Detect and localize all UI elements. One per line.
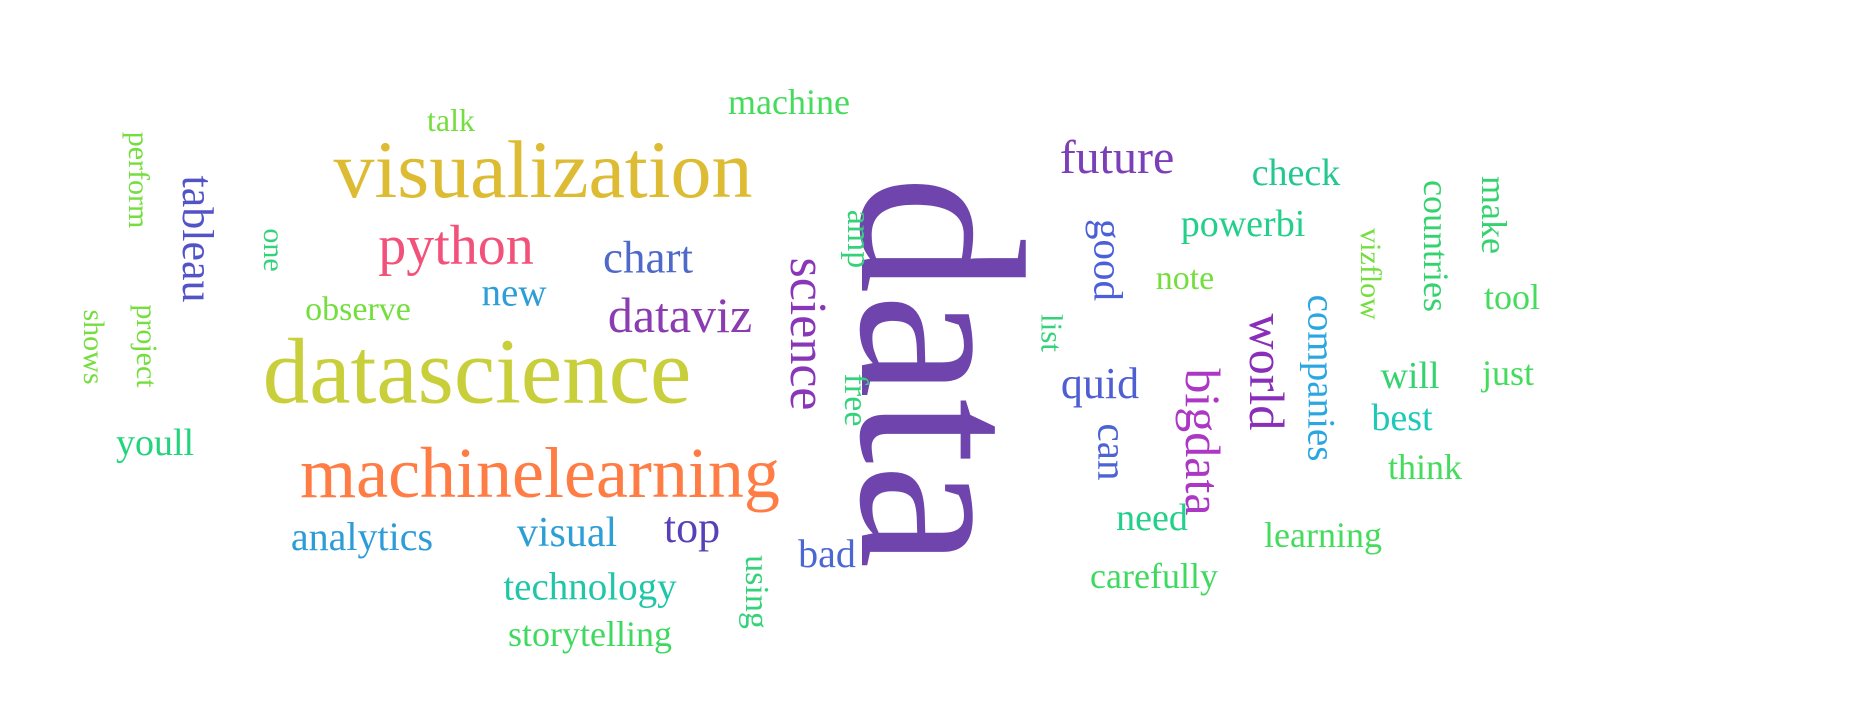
word-world: world: [1239, 313, 1295, 431]
word-analytics: analytics: [290, 514, 434, 559]
word-youll: youll: [115, 422, 195, 464]
word-think: think: [1387, 447, 1463, 487]
word-visual: visual: [516, 510, 618, 556]
word-carefully: carefully: [1090, 556, 1218, 596]
word-talk: talk: [427, 102, 475, 138]
word-new: new: [481, 271, 547, 315]
word-science: science: [779, 257, 836, 411]
word-good: good: [1085, 219, 1132, 301]
word-visualization: visualization: [333, 124, 753, 215]
word-chart: chart: [603, 232, 693, 283]
word-dataviz: dataviz: [607, 287, 753, 343]
word-tableau: tableau: [173, 175, 222, 303]
word-companies: companies: [1299, 294, 1343, 462]
word-powerbi: powerbi: [1180, 203, 1306, 245]
word-top: top: [663, 503, 721, 552]
word-will: will: [1380, 355, 1440, 397]
word-vizflow: vizflow: [1354, 228, 1387, 320]
word-project: project: [130, 304, 163, 388]
word-datascience: datascience: [262, 320, 692, 424]
word-countries: countries: [1416, 180, 1456, 312]
word-bigdata: bigdata: [1175, 368, 1231, 516]
word-bad: bad: [798, 531, 856, 576]
word-shows: shows: [77, 309, 110, 385]
word-using: using: [738, 555, 775, 629]
word-check: check: [1251, 152, 1341, 194]
word-best: best: [1371, 397, 1433, 439]
word-note: note: [1155, 260, 1215, 297]
word-tool: tool: [1483, 277, 1541, 317]
word-free: free: [837, 373, 874, 427]
word-perform: perform: [122, 131, 155, 229]
word-quid: quid: [1060, 359, 1140, 408]
word-future: future: [1059, 131, 1175, 184]
word-technology: technology: [503, 565, 677, 609]
word-list: list: [1034, 314, 1070, 352]
word-machinelearning: machinelearning: [300, 433, 780, 513]
word-need: need: [1116, 497, 1188, 539]
word-observe: observe: [305, 291, 411, 328]
word-python: python: [378, 215, 534, 277]
word-can: can: [1089, 423, 1136, 481]
word-one: one: [257, 228, 290, 272]
word-just: just: [1481, 353, 1535, 393]
word-machine: machine: [728, 82, 850, 122]
word-make: make: [1474, 176, 1514, 254]
word-amp: amp: [840, 209, 877, 269]
word-learning: learning: [1264, 515, 1382, 555]
word-storytelling: storytelling: [508, 614, 672, 654]
